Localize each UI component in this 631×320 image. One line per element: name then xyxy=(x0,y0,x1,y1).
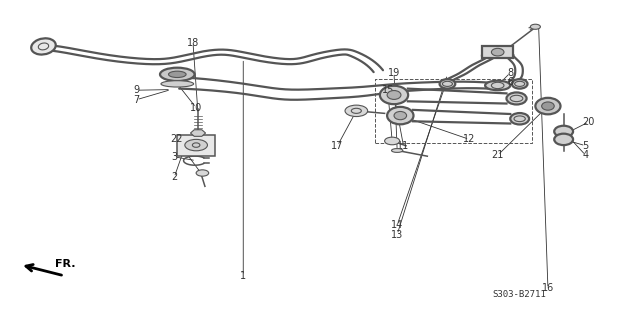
Text: 10: 10 xyxy=(190,103,203,113)
Ellipse shape xyxy=(380,86,408,104)
Circle shape xyxy=(345,105,368,116)
Ellipse shape xyxy=(510,113,529,124)
Text: 7: 7 xyxy=(133,95,139,105)
Text: 11: 11 xyxy=(398,141,410,151)
Ellipse shape xyxy=(387,107,413,124)
Text: 4: 4 xyxy=(582,150,589,160)
Ellipse shape xyxy=(492,48,504,56)
Text: 18: 18 xyxy=(187,38,199,48)
Text: 14: 14 xyxy=(391,220,403,230)
Text: S303-B2711: S303-B2711 xyxy=(493,290,546,299)
Text: FR.: FR. xyxy=(55,260,75,269)
FancyBboxPatch shape xyxy=(482,46,514,58)
Ellipse shape xyxy=(160,68,194,81)
Text: 9: 9 xyxy=(133,85,139,95)
Ellipse shape xyxy=(554,134,573,145)
Ellipse shape xyxy=(31,38,56,54)
Text: 8: 8 xyxy=(507,68,513,78)
Text: 1: 1 xyxy=(240,271,246,281)
Circle shape xyxy=(185,140,208,151)
FancyBboxPatch shape xyxy=(177,135,215,156)
Ellipse shape xyxy=(394,111,406,120)
Circle shape xyxy=(196,170,209,176)
Ellipse shape xyxy=(161,81,194,87)
Circle shape xyxy=(530,24,540,29)
Text: 20: 20 xyxy=(582,117,595,127)
Ellipse shape xyxy=(440,79,456,89)
Ellipse shape xyxy=(387,91,401,100)
Text: 19: 19 xyxy=(388,68,400,78)
Ellipse shape xyxy=(541,102,554,110)
Text: 17: 17 xyxy=(331,141,344,151)
Text: 16: 16 xyxy=(542,284,554,293)
Ellipse shape xyxy=(507,92,527,105)
Ellipse shape xyxy=(168,71,186,77)
Text: 13: 13 xyxy=(391,229,403,240)
Text: 6: 6 xyxy=(507,77,513,87)
Ellipse shape xyxy=(391,148,403,152)
Text: 22: 22 xyxy=(170,134,182,144)
Ellipse shape xyxy=(512,79,528,89)
Text: 5: 5 xyxy=(582,141,589,151)
Text: 2: 2 xyxy=(171,172,177,182)
Text: 21: 21 xyxy=(492,150,504,160)
Circle shape xyxy=(385,137,399,145)
Ellipse shape xyxy=(535,98,560,114)
Ellipse shape xyxy=(485,81,510,90)
Ellipse shape xyxy=(554,126,573,137)
Text: 3: 3 xyxy=(171,152,177,162)
Text: 12: 12 xyxy=(463,134,476,144)
Polygon shape xyxy=(191,130,206,136)
Text: 15: 15 xyxy=(382,85,394,95)
